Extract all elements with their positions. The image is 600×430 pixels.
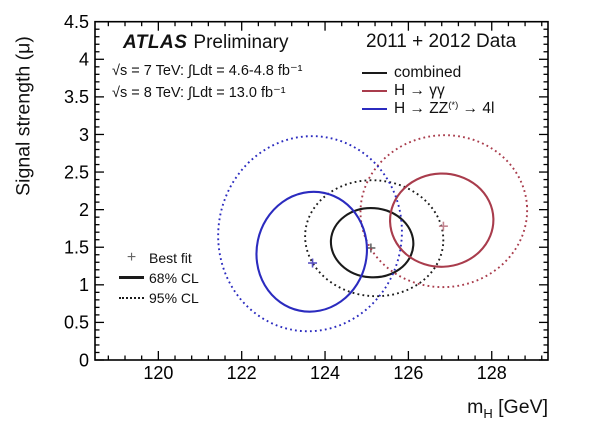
gamma-gamma-cl95-contour bbox=[359, 134, 529, 289]
x-tick-label-124: 124 bbox=[310, 363, 340, 383]
y-tick-label-2: 2 bbox=[79, 200, 89, 220]
y-tick-label-1.5: 1.5 bbox=[64, 238, 89, 258]
best-fit-label: Best fit bbox=[149, 249, 192, 266]
experiment-header: ATLAS Preliminary bbox=[123, 32, 288, 54]
x-tick-label-122: 122 bbox=[227, 363, 257, 383]
legend-entry-zz-4l: H → ZZ(*) → 4l bbox=[362, 100, 494, 118]
zz-4l-cl68-contour bbox=[255, 190, 368, 313]
x-tick-label-128: 128 bbox=[477, 363, 507, 383]
experiment-status: Preliminary bbox=[193, 32, 289, 53]
y-tick-label-2.5: 2.5 bbox=[64, 162, 89, 182]
y-tick-label-3: 3 bbox=[79, 125, 89, 145]
legend-label-combined: combined bbox=[394, 64, 462, 81]
confidence-level-legend: + Best fit 68% CL 95% CL bbox=[119, 249, 199, 309]
legend-entry-combined: combined bbox=[362, 64, 494, 82]
cl95-legend-row: 95% CL bbox=[119, 289, 199, 306]
y-tick-label-1: 1 bbox=[79, 275, 89, 295]
luminosity-8tev-text: √s = 8 TeV: ∫Ldt = 13.0 fb⁻¹ bbox=[112, 85, 286, 101]
cl95-line-swatch bbox=[119, 296, 144, 299]
gamma-gamma-line-swatch bbox=[362, 89, 387, 93]
series-legend: combined H → γγ H → ZZ(*) → 4l bbox=[362, 64, 494, 118]
x-tick-label-120: 120 bbox=[143, 363, 173, 383]
luminosity-7tev-text: √s = 7 TeV: ∫Ldt = 4.6-4.8 fb⁻¹ bbox=[112, 63, 303, 79]
y-tick-label-0: 0 bbox=[79, 350, 89, 370]
x-tick-label-126: 126 bbox=[393, 363, 423, 383]
y-tick-label-3.5: 3.5 bbox=[64, 87, 89, 107]
zz-4l-line-swatch bbox=[362, 107, 387, 111]
cl95-label: 95% CL bbox=[149, 289, 199, 306]
best-fit-marker-glyph: + bbox=[126, 248, 137, 266]
legend-entry-gamma-gamma: H → γγ bbox=[362, 82, 494, 100]
legend-label-zz-4l: H → ZZ(*) → 4l bbox=[394, 100, 495, 117]
x-axis-title: mH [GeV] bbox=[467, 396, 548, 421]
dataset-title: 2011 + 2012 Data bbox=[366, 31, 517, 52]
y-tick-label-4: 4 bbox=[79, 50, 89, 70]
combined-cl68-contour bbox=[329, 207, 415, 279]
y-tick-label-0.5: 0.5 bbox=[64, 313, 89, 333]
experiment-name: ATLAS bbox=[123, 32, 188, 53]
cl68-legend-row: 68% CL bbox=[119, 269, 199, 286]
legend-label-gamma-gamma: H → γγ bbox=[394, 82, 445, 99]
combined-cl95-contour bbox=[304, 179, 445, 298]
plot-frame bbox=[94, 20, 549, 361]
zz-4l-cl95-contour bbox=[217, 135, 403, 333]
cl68-label: 68% CL bbox=[149, 269, 199, 286]
combined-line-swatch bbox=[362, 71, 387, 75]
y-tick-label-4.5: 4.5 bbox=[64, 12, 89, 32]
gamma-gamma-cl68-contour bbox=[389, 172, 495, 268]
y-axis-title: Signal strength (μ) bbox=[12, 36, 35, 196]
cl68-line-swatch bbox=[119, 276, 144, 279]
best-fit-legend-row: + Best fit bbox=[119, 249, 199, 266]
